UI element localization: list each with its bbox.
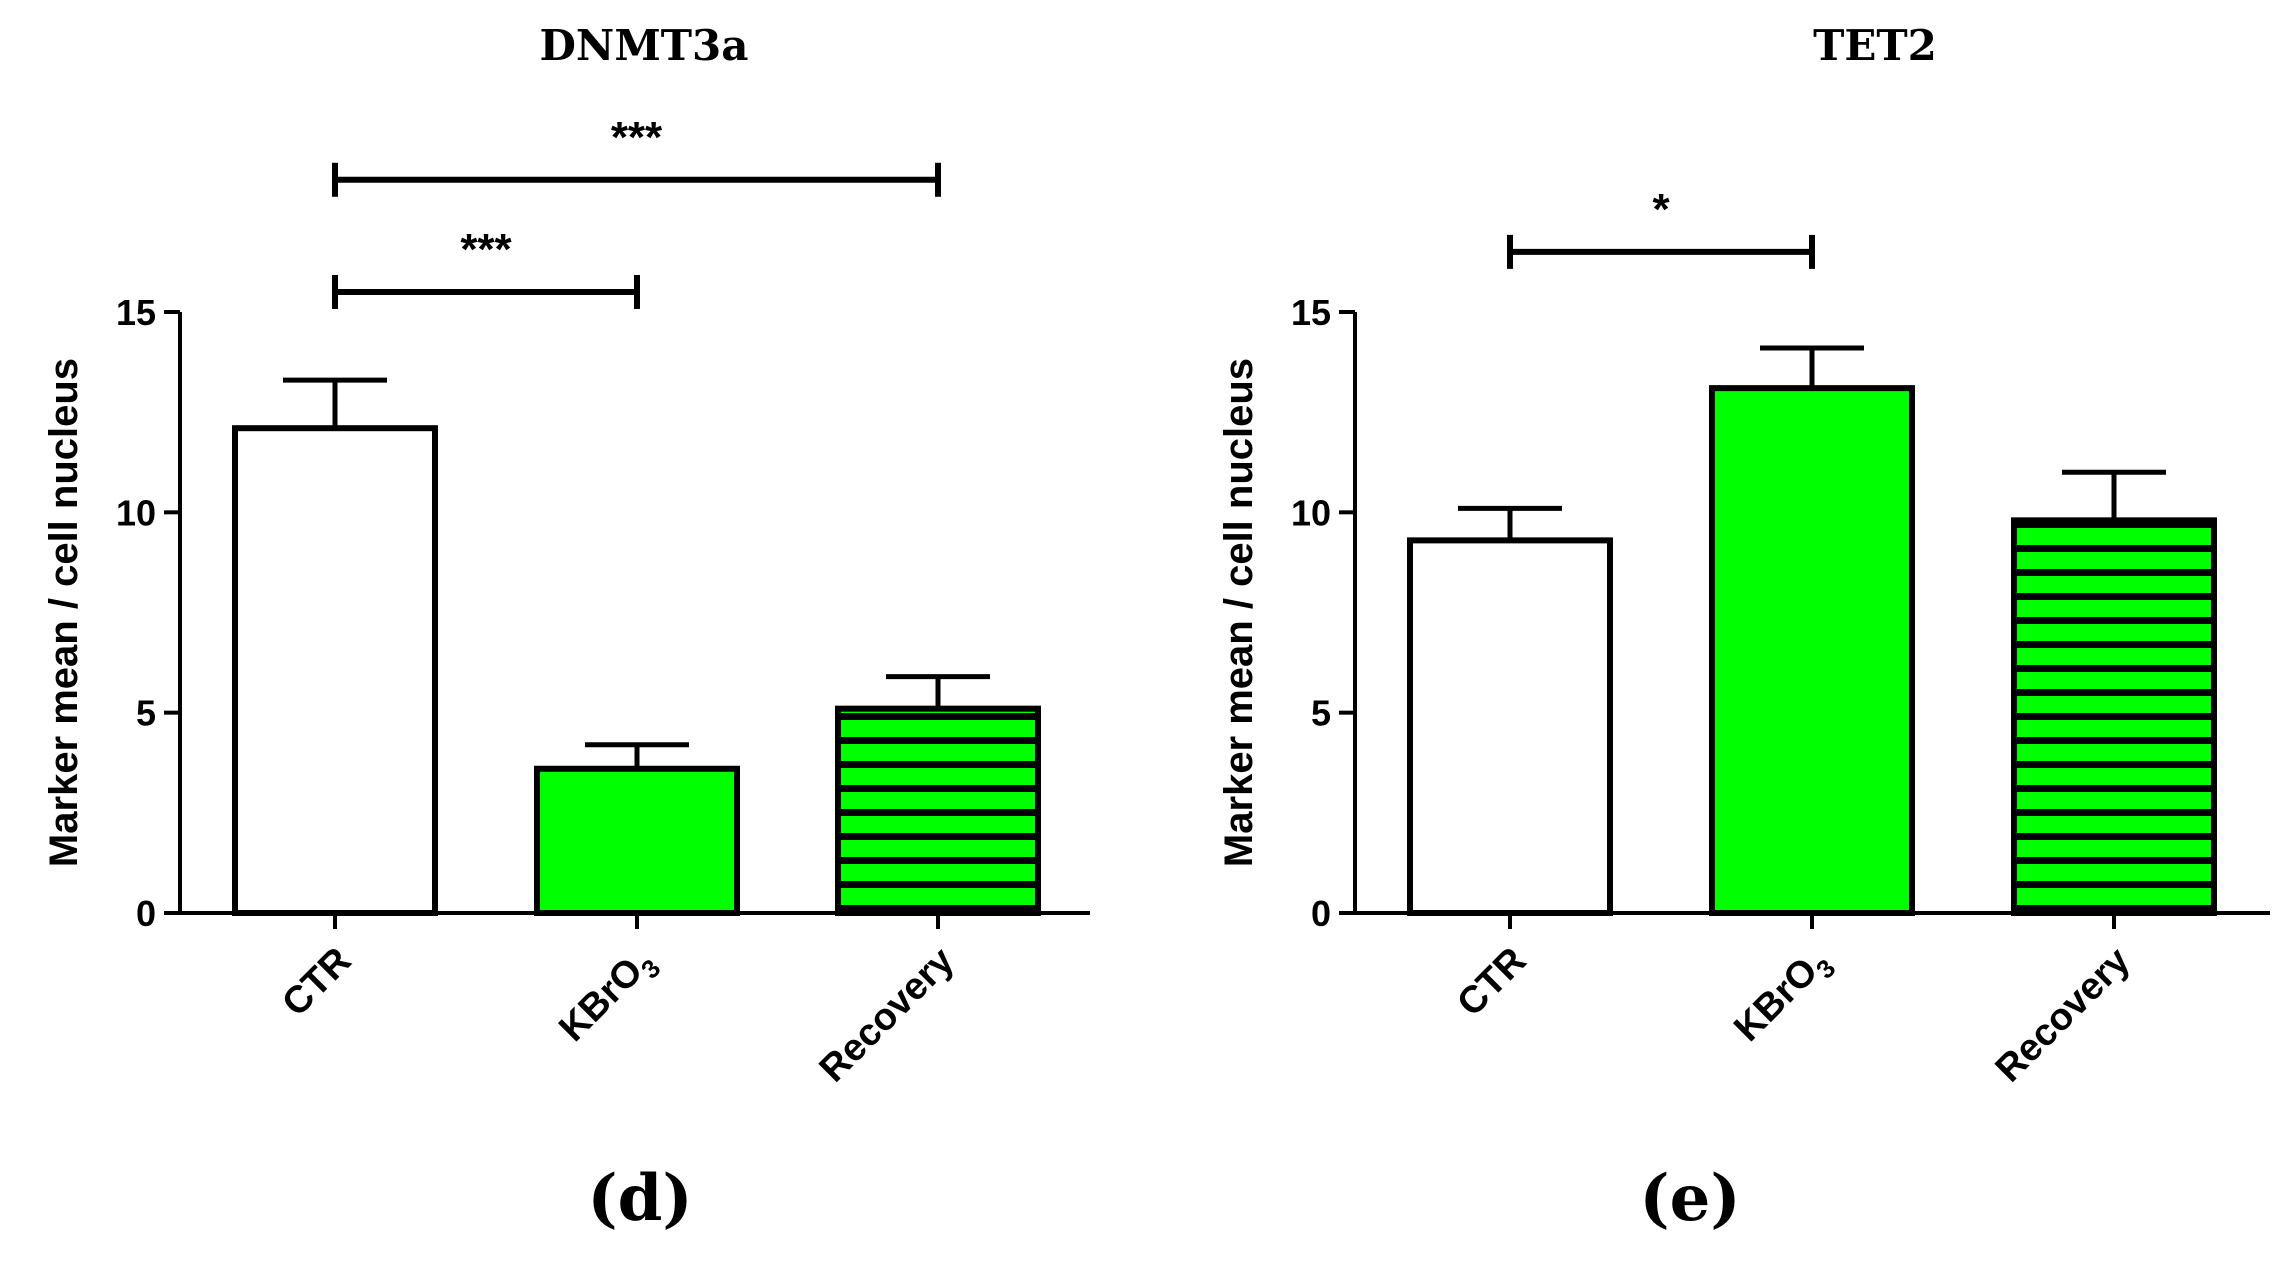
significance-label: *: [1652, 185, 1670, 234]
y-tick-label: 10: [116, 492, 156, 533]
x-tick-label: KBrO3: [1726, 940, 1841, 1055]
x-tick-label: CTR: [274, 940, 359, 1025]
y-tick-label: 0: [136, 893, 156, 934]
panel-label: (d): [587, 1161, 692, 1236]
dnmt3a-chart: DNMT3a Marker mean / cell nucleus 0 5 10 15 CT…: [42, 21, 1090, 1236]
bar-kbro: [534, 765, 740, 917]
y-tick-label: 15: [116, 292, 156, 333]
x-tick-label: CTR: [1449, 940, 1534, 1025]
x-tick-label: Recovery: [1988, 940, 2139, 1091]
panel-label: (e): [1639, 1161, 1740, 1236]
y-tick-label: 15: [1291, 292, 1331, 333]
chart-title: DNMT3a: [540, 21, 749, 70]
tet2-chart: TET2 Marker mean / cell nucleus 0 5 10 15 CTR K…: [1217, 21, 2270, 1236]
y-tick-label: 5: [1311, 693, 1331, 734]
significance-label: ***: [611, 113, 663, 162]
bar-kbro: [1709, 385, 1915, 917]
x-tick-label: Recovery: [812, 940, 963, 1091]
y-axis-label: Marker mean / cell nucleus: [42, 358, 86, 867]
chart-title: TET2: [1813, 21, 1937, 70]
bar-ctr: [232, 425, 438, 916]
y-tick-label: 5: [136, 693, 156, 734]
y-tick-label: 0: [1311, 893, 1331, 934]
y-axis-label: Marker mean / cell nucleus: [1217, 358, 1261, 867]
bar-ctr: [1407, 537, 1613, 916]
y-tick-label: 10: [1291, 492, 1331, 533]
bar-recovery: [2011, 517, 2217, 916]
x-tick-label: KBrO3: [551, 940, 666, 1055]
significance-label: ***: [460, 225, 512, 274]
bar-recovery: [835, 705, 1041, 916]
